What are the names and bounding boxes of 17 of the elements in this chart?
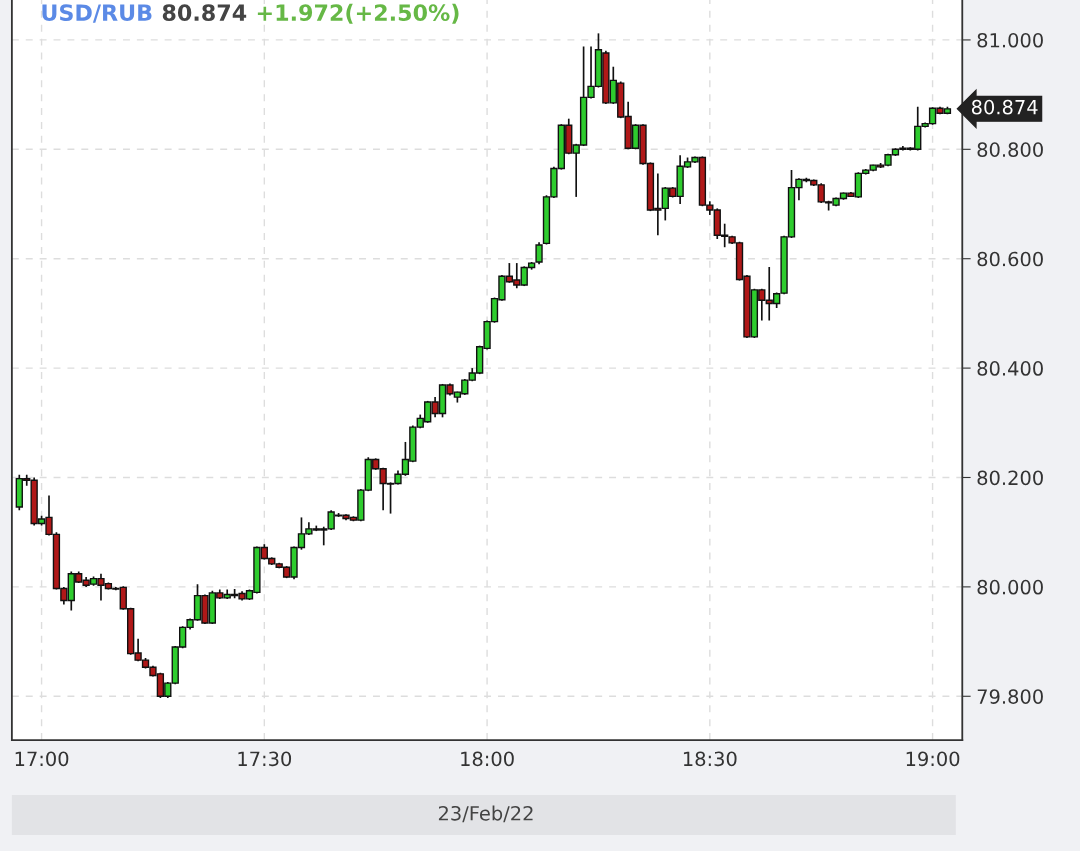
y-tick-label: 80.800 [977, 142, 1043, 157]
x-axis-title: 23/Feb/22 [438, 805, 533, 823]
x-tick-label: 19:00 [906, 751, 960, 767]
annotation: +1.972(+2.50%) [257, 3, 459, 24]
text: 80.874 [971, 99, 1038, 115]
x-tick-label: 17:30 [238, 751, 292, 767]
x-tick-label: 18:00 [461, 751, 514, 767]
y-tick-label: 79.800 [977, 689, 1043, 704]
y-tick-label: 80.400 [977, 361, 1043, 376]
y-tick-label: 80.200 [977, 470, 1043, 486]
y-tick-label: 81.000 [977, 32, 1043, 48]
y-tick-label: 80.600 [977, 251, 1043, 267]
chart-subtitle: 80.874 [162, 4, 247, 22]
x-tick-label: 17:00 [15, 751, 69, 767]
x-tick-label: 18:30 [683, 751, 737, 767]
y-tick-label: 80.000 [977, 579, 1043, 595]
chart-title: USD/RUB [42, 4, 152, 23]
